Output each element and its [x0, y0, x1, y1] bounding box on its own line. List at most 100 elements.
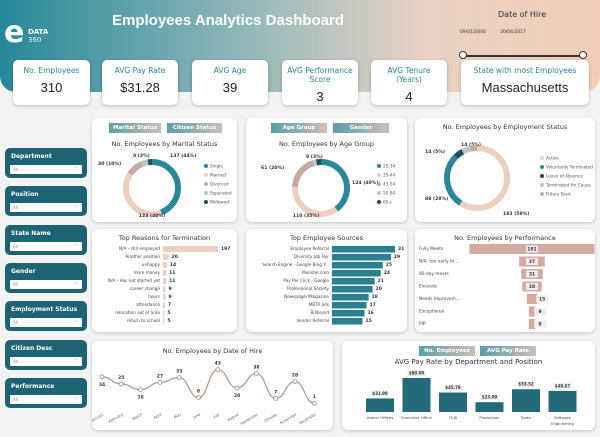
bar[interactable] — [332, 270, 381, 277]
slicer-gender: Gender All ﹀ — [5, 262, 87, 293]
x-tick-label: March — [132, 412, 143, 421]
bar[interactable] — [163, 246, 218, 252]
pay-rate-panel: No. Employees AVG Pay Rate AVG Pay Rate … — [342, 341, 595, 430]
bar[interactable] — [163, 262, 167, 268]
range-start-handle[interactable] — [459, 51, 467, 59]
column-bar[interactable] — [548, 390, 577, 412]
bar[interactable] — [163, 278, 167, 284]
category-label: Newspager/Magazine — [284, 294, 329, 299]
data-label: 14 — [170, 262, 176, 268]
start-date-input[interactable]: 09/01/2006 — [460, 30, 486, 35]
slicer-dropdown[interactable]: All ﹀ — [10, 279, 82, 289]
donut-slice[interactable] — [444, 145, 510, 211]
bar[interactable] — [332, 278, 375, 285]
data-point[interactable] — [176, 375, 182, 380]
slicer-dropdown[interactable]: All ﹀ — [10, 356, 82, 366]
label-bg — [517, 381, 535, 388]
bar[interactable] — [332, 246, 395, 253]
data-point[interactable] — [234, 385, 240, 391]
funnel-bar[interactable] — [526, 294, 538, 304]
data-point[interactable] — [215, 367, 221, 373]
data-label: 88 (28%) — [425, 196, 448, 202]
legend-label: Leave of Absence — [546, 174, 583, 179]
data-point[interactable] — [273, 396, 279, 401]
bar[interactable] — [163, 294, 166, 300]
column-bar[interactable] — [402, 378, 431, 412]
x-tick-label: Executive Office — [401, 415, 432, 420]
slicer-dropdown[interactable]: All ﹀ — [10, 203, 82, 213]
legend-marker — [204, 200, 208, 204]
legend-label: Active — [546, 156, 559, 161]
column-bar[interactable] — [475, 402, 504, 412]
legend-label: Married — [210, 173, 226, 178]
data-label: 20 — [172, 254, 178, 260]
toggle-marital-status[interactable]: Marital Status — [109, 123, 161, 133]
funnel-bar[interactable] — [528, 319, 536, 329]
data-label: 25 — [386, 262, 392, 268]
label-bg — [526, 258, 538, 265]
label-bg — [526, 245, 538, 253]
slicer-dropdown[interactable]: All ﹀ — [10, 241, 82, 251]
slicer-dropdown[interactable]: All ﹀ — [10, 394, 82, 404]
funnel-bar[interactable] — [528, 306, 536, 317]
donut-slice[interactable] — [292, 159, 350, 217]
category-label: N/A - Has not started yet — [108, 278, 160, 283]
x-tick-label: June — [191, 412, 201, 420]
data-point[interactable] — [138, 387, 143, 392]
chevron-down-icon: ﹀ — [72, 358, 78, 365]
toggle-age-group[interactable]: Age Group — [271, 123, 327, 133]
data-point[interactable] — [292, 379, 298, 384]
toggle-gender[interactable]: Gender — [333, 123, 389, 133]
marital-status-panel: Marital Status Citizen Status No. Employ… — [92, 118, 237, 222]
donut-slice[interactable] — [123, 159, 181, 217]
toggle-citizen-status[interactable]: Citizen Status — [167, 123, 222, 133]
legend-marker — [540, 156, 544, 160]
bar[interactable] — [163, 270, 167, 276]
bar[interactable] — [163, 310, 165, 316]
bar[interactable] — [163, 286, 166, 292]
bar[interactable] — [332, 286, 373, 293]
bar[interactable] — [332, 294, 369, 301]
slicer-label: Gender — [11, 267, 36, 275]
data-point[interactable] — [311, 400, 317, 406]
logo-subtext: 360 — [28, 36, 42, 44]
bar[interactable] — [163, 254, 169, 260]
toggle-no-employees[interactable]: No. Employees — [419, 346, 475, 356]
page-title: Employees Analytics Dashboard — [112, 12, 345, 29]
slicer-dropdown[interactable]: All ﹀ — [10, 165, 82, 174]
legend-marker — [377, 182, 381, 186]
data-label: 29 — [394, 254, 400, 260]
donut-slice[interactable] — [123, 159, 181, 217]
slicer-dropdown[interactable]: All ﹀ — [10, 318, 82, 328]
category-label: more money — [133, 270, 160, 275]
category-label: Billboard — [311, 310, 330, 315]
data-label: 17 — [370, 302, 376, 308]
x-tick-label: July — [212, 412, 221, 420]
bar[interactable] — [163, 302, 165, 308]
data-label: 5 — [167, 318, 170, 324]
bar[interactable] — [332, 310, 365, 317]
end-date-input[interactable]: 20/04/2017 — [500, 30, 526, 35]
category-label: Search Engine - Google Bing Y... — [262, 262, 329, 267]
x-tick-label: April — [153, 412, 162, 420]
slicer-performance: Performance All ﹀ — [5, 377, 87, 408]
chart-title: AVG Pay Rate by Department and Position — [394, 358, 543, 366]
data-point[interactable] — [196, 395, 201, 400]
data-point[interactable] — [253, 371, 259, 376]
donut-slice[interactable] — [444, 145, 510, 211]
column-bar[interactable] — [366, 398, 394, 412]
column-bar[interactable] — [439, 392, 467, 412]
chevron-down-icon: ﹀ — [72, 320, 78, 327]
data-point[interactable] — [157, 380, 163, 385]
data-point[interactable] — [99, 374, 105, 380]
toggle-avg-pay-rate[interactable]: AVG Pay Rate — [480, 346, 536, 356]
donut-slice[interactable] — [292, 159, 350, 217]
bar[interactable] — [332, 302, 367, 309]
range-end-handle[interactable] — [579, 51, 587, 59]
bar[interactable] — [332, 262, 383, 269]
bar[interactable] — [332, 318, 363, 325]
data-point[interactable] — [118, 381, 124, 387]
column-bar[interactable] — [512, 389, 540, 412]
bar[interactable] — [332, 254, 391, 261]
bar[interactable] — [163, 318, 165, 324]
